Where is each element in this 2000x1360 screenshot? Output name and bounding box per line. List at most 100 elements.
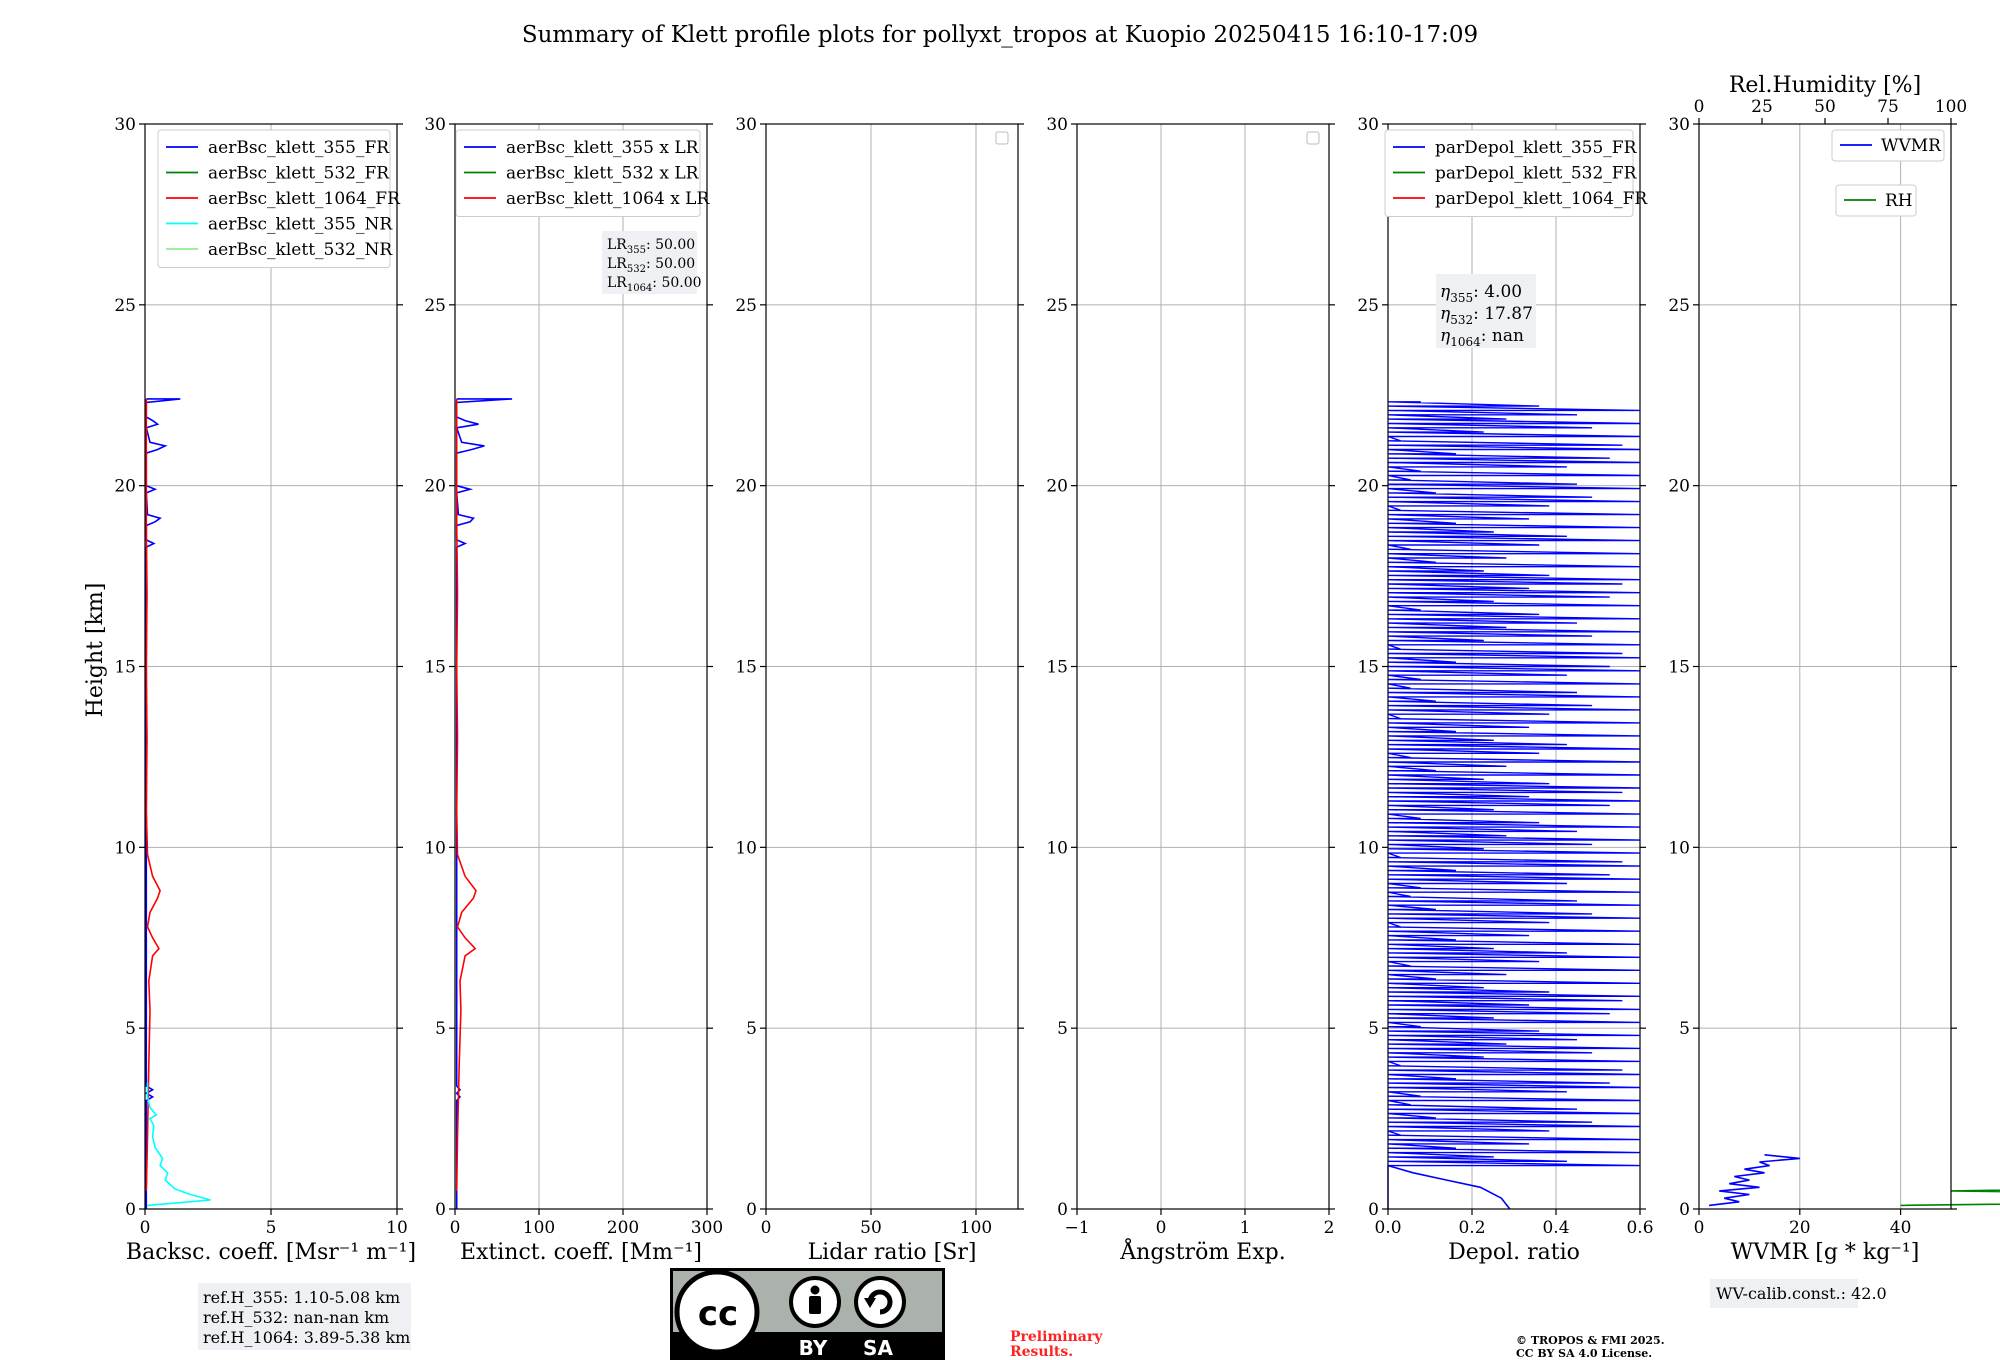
panel-4: 0.0 0.2 0.4 0.6 0 5 10 15 20 25 30 Depol. ratio parD… bbox=[1357, 115, 1653, 1265]
eta-value: : nan bbox=[1481, 326, 1524, 346]
eta-box-bg bbox=[1436, 274, 1536, 348]
empty-legend-marker bbox=[1306, 131, 1320, 145]
eta-symbol: η bbox=[1440, 326, 1451, 346]
series-line-2 bbox=[455, 398, 477, 1191]
badge-sa-label: SA bbox=[863, 1336, 893, 1360]
y-tick-label-3: 15 bbox=[424, 658, 446, 678]
badge-by-label: BY bbox=[799, 1336, 828, 1360]
y-tick-label-5: 25 bbox=[1046, 296, 1068, 316]
copyright-line-2: CC BY SA 4.0 License. bbox=[1516, 1347, 1652, 1360]
x-axis-label: WVMR [g * kg⁻¹] bbox=[1731, 1240, 1920, 1265]
eta-sub: 1064 bbox=[1450, 335, 1481, 349]
y-tick-label-0: 0 bbox=[1368, 1200, 1379, 1220]
series-line-3 bbox=[146, 1082, 211, 1207]
x-tick-label-1: 0 bbox=[1156, 1218, 1167, 1238]
legend-box bbox=[1384, 129, 1634, 217]
y-tick-label-4: 20 bbox=[1668, 477, 1690, 497]
legend-box bbox=[455, 129, 701, 217]
y-tick-label-3: 15 bbox=[1357, 658, 1379, 678]
lr-base: LR bbox=[607, 275, 627, 291]
y-tick-label-0: 0 bbox=[1057, 1200, 1068, 1220]
annotation-line-2: ref.H_1064: 3.89-5.38 km bbox=[203, 1328, 410, 1347]
legend-label-0: aerBsc_klett_355 x LR bbox=[506, 138, 700, 158]
y-tick-label-5: 25 bbox=[1357, 296, 1379, 316]
cc-logo-text: cc bbox=[698, 1294, 738, 1334]
legend-label-2: parDepol_klett_1064_FR bbox=[1435, 189, 1648, 209]
x-tick-label-0: 0 bbox=[140, 1218, 151, 1238]
by-person-icon bbox=[789, 1276, 841, 1328]
eta-line-2: η1064: nan bbox=[1440, 326, 1524, 349]
y-tick-label-5: 25 bbox=[735, 296, 757, 316]
annotation-bg bbox=[198, 1283, 411, 1350]
y-tick-label-4: 20 bbox=[114, 477, 136, 497]
eta-value: : 4.00 bbox=[1473, 282, 1522, 302]
legend-wvmr: WVMR bbox=[1831, 129, 1945, 162]
y-tick-label-3: 15 bbox=[114, 658, 136, 678]
top-x-tick-label-1: 25 bbox=[1751, 97, 1773, 117]
lr-sub: 355 bbox=[627, 245, 646, 256]
series-line-0 bbox=[1709, 1154, 1800, 1207]
y-tick-label-6: 30 bbox=[1668, 115, 1690, 135]
x-tick-label-2: 1 bbox=[1240, 1218, 1251, 1238]
annotation-line-0: WV-calib.const.: 42.0 bbox=[1716, 1284, 1887, 1303]
y-tick-label-6: 30 bbox=[735, 115, 757, 135]
top-x-tick-label-2: 50 bbox=[1814, 97, 1836, 117]
x-tick-label-3: 0.6 bbox=[1626, 1218, 1653, 1238]
depol-noise-group bbox=[1387, 401, 1641, 1210]
y-tick-label-2: 10 bbox=[1668, 838, 1690, 858]
x-tick-label-2: 0.4 bbox=[1542, 1218, 1569, 1238]
preliminary-line-1: Preliminary bbox=[1010, 1329, 1103, 1345]
series-line-0 bbox=[144, 398, 181, 1209]
lr-value: : 50.00 bbox=[652, 275, 701, 291]
legend-box bbox=[1831, 129, 1945, 162]
preliminary-line-2: Results. bbox=[1010, 1344, 1073, 1360]
y-tick-label-2: 10 bbox=[1357, 838, 1379, 858]
series-line-0 bbox=[455, 398, 513, 1209]
eta-line-0: η355: 4.00 bbox=[1440, 282, 1522, 305]
legend-label-0: parDepol_klett_355_FR bbox=[1435, 138, 1638, 158]
copyright-line-1: © TROPOS & FMI 2025. bbox=[1516, 1334, 1665, 1347]
y-tick-label-2: 10 bbox=[735, 838, 757, 858]
legend: parDepol_klett_355_FR parDepol_klett_532_… bbox=[1384, 129, 1648, 217]
eta-symbol: η bbox=[1440, 304, 1451, 324]
legend-label-1: parDepol_klett_532_FR bbox=[1435, 164, 1638, 184]
y-tick-label-2: 10 bbox=[1046, 838, 1068, 858]
legend: aerBsc_klett_355 x LR aerBsc_klett_532 x … bbox=[455, 129, 710, 217]
eta-symbol: η bbox=[1440, 282, 1451, 302]
eta-value: : 17.87 bbox=[1473, 304, 1533, 324]
legend-label-0: aerBsc_klett_355_FR bbox=[208, 138, 390, 158]
lr-value: : 50.00 bbox=[646, 256, 695, 272]
legend-label-3: aerBsc_klett_355_NR bbox=[208, 215, 393, 235]
y-tick-label-4: 20 bbox=[1046, 477, 1068, 497]
x-tick-label-1: 100 bbox=[523, 1218, 555, 1238]
y-tick-label-0: 0 bbox=[125, 1200, 136, 1220]
y-tick-label-6: 30 bbox=[1357, 115, 1379, 135]
panel-0: 0 5 10 0 5 10 15 20 25 30 Backsc. coeff. [Msr⁻¹ m⁻… bbox=[114, 115, 416, 1350]
top-x-tick-label-0: 0 bbox=[1694, 97, 1705, 117]
x-tick-label-3: 2 bbox=[1324, 1218, 1335, 1238]
y-tick-label-0: 0 bbox=[746, 1200, 757, 1220]
y-tick-label-6: 30 bbox=[1046, 115, 1068, 135]
annotation-line-1: ref.H_532: nan-nan km bbox=[203, 1308, 389, 1327]
lr-base: LR bbox=[607, 256, 627, 272]
y-tick-label-2: 10 bbox=[424, 838, 446, 858]
y-tick-label-4: 20 bbox=[735, 477, 757, 497]
annotation-bg bbox=[1710, 1279, 1858, 1308]
eta-sub: 532 bbox=[1450, 313, 1473, 327]
y-tick-label-6: 30 bbox=[424, 115, 446, 135]
top-x-tick-label-4: 100 bbox=[1935, 97, 1967, 117]
depol-noise-line bbox=[1387, 401, 1641, 1209]
top-x-tick-label-3: 75 bbox=[1877, 97, 1899, 117]
y-tick-label-0: 0 bbox=[1679, 1200, 1690, 1220]
legend-rh: RH bbox=[1835, 184, 1917, 217]
x-axis-label: Extinct. coeff. [Mm⁻¹] bbox=[460, 1240, 702, 1265]
legend-label: RH bbox=[1885, 191, 1913, 211]
legend-box bbox=[157, 129, 391, 268]
x-tick-label-3: 300 bbox=[691, 1218, 723, 1238]
y-tick-label-1: 5 bbox=[1057, 1019, 1068, 1039]
